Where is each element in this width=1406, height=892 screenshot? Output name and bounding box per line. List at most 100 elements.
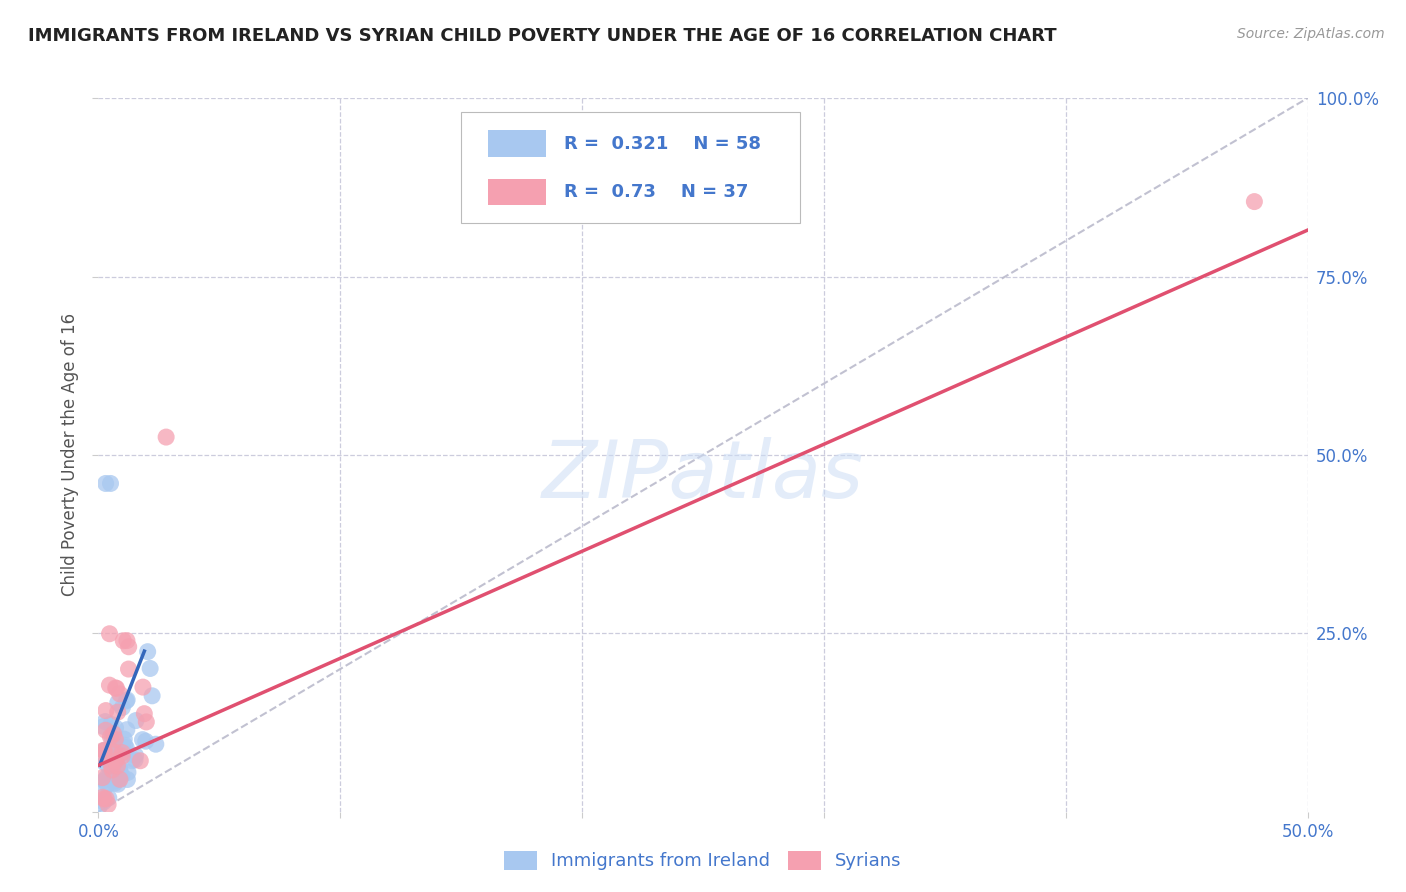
- Point: [90, 747, 112, 762]
- Text: R =  0.321    N = 58: R = 0.321 N = 58: [564, 135, 761, 153]
- Point: [94, 756, 117, 770]
- Point: [114, 738, 136, 752]
- Point: [98, 626, 121, 640]
- Point: [100, 770, 122, 784]
- Point: [93, 744, 115, 758]
- Point: [135, 734, 157, 748]
- Point: [94, 743, 117, 757]
- Point: [107, 758, 129, 772]
- Bar: [488, 130, 546, 157]
- Point: [101, 731, 124, 745]
- Point: [104, 774, 127, 789]
- Point: [131, 732, 153, 747]
- Point: [115, 740, 138, 755]
- Point: [104, 754, 127, 768]
- Point: [101, 763, 124, 777]
- Point: [93, 784, 115, 798]
- Point: [117, 772, 139, 787]
- Text: R =  0.73    N = 37: R = 0.73 N = 37: [564, 183, 748, 202]
- Point: [139, 661, 162, 675]
- Point: [96, 778, 118, 792]
- Point: [141, 689, 163, 703]
- Point: [103, 771, 125, 785]
- Point: [111, 746, 134, 760]
- Point: [118, 640, 141, 654]
- Point: [94, 714, 117, 729]
- Point: [112, 732, 135, 747]
- Point: [115, 723, 138, 737]
- Point: [155, 430, 177, 444]
- Point: [93, 792, 115, 806]
- Point: [103, 727, 125, 741]
- Point: [129, 754, 152, 768]
- Text: ZIPatlas: ZIPatlas: [541, 437, 865, 516]
- Point: [1243, 194, 1265, 209]
- Point: [93, 795, 115, 809]
- Legend: Immigrants from Ireland, Syrians: Immigrants from Ireland, Syrians: [498, 844, 908, 878]
- Point: [89, 799, 111, 814]
- Point: [104, 776, 127, 790]
- Y-axis label: Child Poverty Under the Age of 16: Child Poverty Under the Age of 16: [60, 313, 79, 597]
- Point: [103, 745, 125, 759]
- Point: [93, 743, 115, 757]
- Point: [107, 696, 129, 710]
- Point: [107, 777, 129, 791]
- Point: [134, 706, 156, 721]
- Point: [107, 705, 129, 719]
- Point: [97, 752, 120, 766]
- Point: [111, 768, 134, 782]
- Point: [105, 681, 128, 696]
- Point: [97, 790, 120, 805]
- Point: [125, 714, 148, 728]
- Point: [132, 680, 155, 694]
- Point: [100, 739, 122, 754]
- Point: [98, 770, 121, 784]
- Point: [110, 747, 132, 761]
- FancyBboxPatch shape: [461, 112, 800, 223]
- Point: [111, 739, 134, 754]
- Point: [91, 771, 114, 785]
- Point: [100, 759, 122, 773]
- Point: [136, 645, 159, 659]
- Point: [91, 790, 114, 805]
- Point: [145, 737, 167, 751]
- Point: [101, 741, 124, 756]
- Point: [94, 476, 117, 491]
- Text: IMMIGRANTS FROM IRELAND VS SYRIAN CHILD POVERTY UNDER THE AGE OF 16 CORRELATION : IMMIGRANTS FROM IRELAND VS SYRIAN CHILD …: [28, 27, 1057, 45]
- Point: [100, 476, 122, 491]
- Point: [107, 769, 129, 783]
- Point: [94, 723, 117, 738]
- Text: Source: ZipAtlas.com: Source: ZipAtlas.com: [1237, 27, 1385, 41]
- Point: [94, 704, 117, 718]
- Point: [108, 764, 131, 779]
- Point: [96, 771, 118, 785]
- Point: [104, 721, 127, 735]
- Point: [121, 754, 143, 768]
- Point: [100, 717, 122, 731]
- Point: [124, 753, 146, 767]
- Point: [103, 760, 125, 774]
- Point: [135, 714, 157, 729]
- Point: [115, 694, 138, 708]
- Point: [111, 741, 134, 756]
- Point: [105, 742, 128, 756]
- Point: [93, 719, 115, 733]
- Point: [104, 732, 127, 747]
- Point: [93, 773, 115, 788]
- Point: [97, 797, 120, 812]
- Point: [98, 678, 121, 692]
- Point: [111, 700, 134, 714]
- Point: [100, 730, 122, 744]
- Point: [97, 760, 120, 774]
- Point: [108, 762, 131, 776]
- Point: [124, 748, 146, 763]
- Point: [111, 749, 134, 764]
- Point: [96, 747, 118, 762]
- Point: [117, 765, 139, 780]
- Point: [104, 681, 127, 695]
- Point: [115, 693, 138, 707]
- Point: [107, 770, 129, 784]
- Point: [103, 756, 125, 771]
- Point: [108, 772, 131, 787]
- Point: [112, 633, 135, 648]
